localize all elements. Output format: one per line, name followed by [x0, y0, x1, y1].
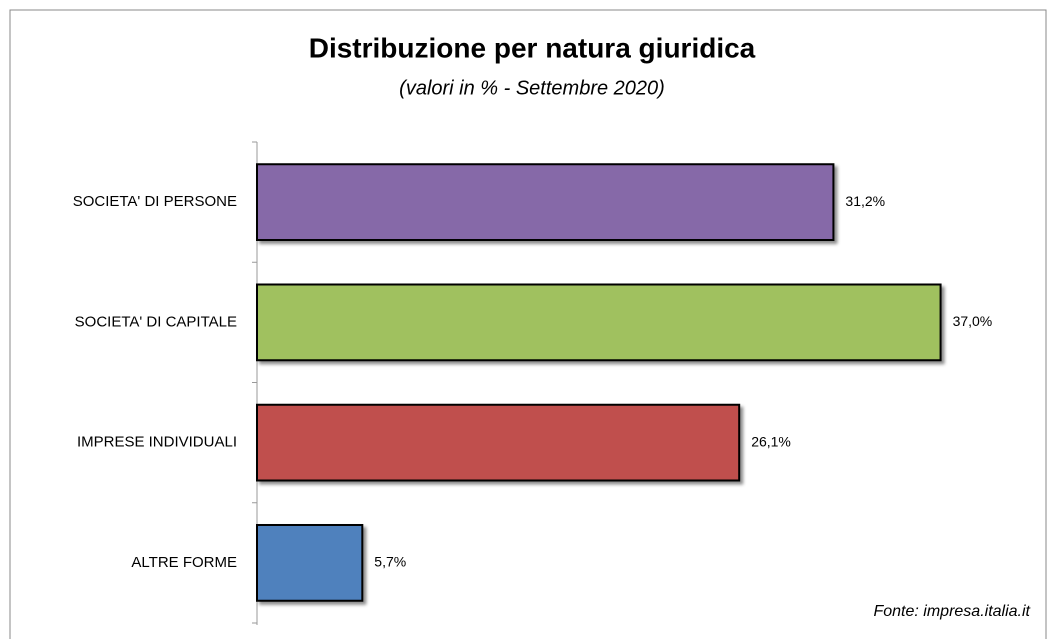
- source-note: Fonte: impresa.italia.it: [873, 603, 1030, 620]
- bar: [256, 283, 942, 362]
- bar: [256, 523, 364, 602]
- value-label: 5,7%: [374, 554, 406, 570]
- value-label: 37,0%: [953, 313, 993, 329]
- bar: [256, 163, 835, 242]
- chart-title: Distribuzione per natura giuridica: [309, 32, 756, 63]
- chart-subtitle: (valori in % - Settembre 2020): [399, 77, 665, 99]
- category-label: ALTRE FORME: [131, 554, 237, 571]
- category-label: SOCIETA' DI CAPITALE: [75, 313, 237, 330]
- value-label: 26,1%: [751, 433, 791, 449]
- category-label: IMPRESE INDIVIDUALI: [77, 434, 237, 451]
- value-label: 31,2%: [845, 193, 885, 209]
- category-label: SOCIETA' DI PERSONE: [73, 193, 237, 210]
- bar: [256, 403, 741, 482]
